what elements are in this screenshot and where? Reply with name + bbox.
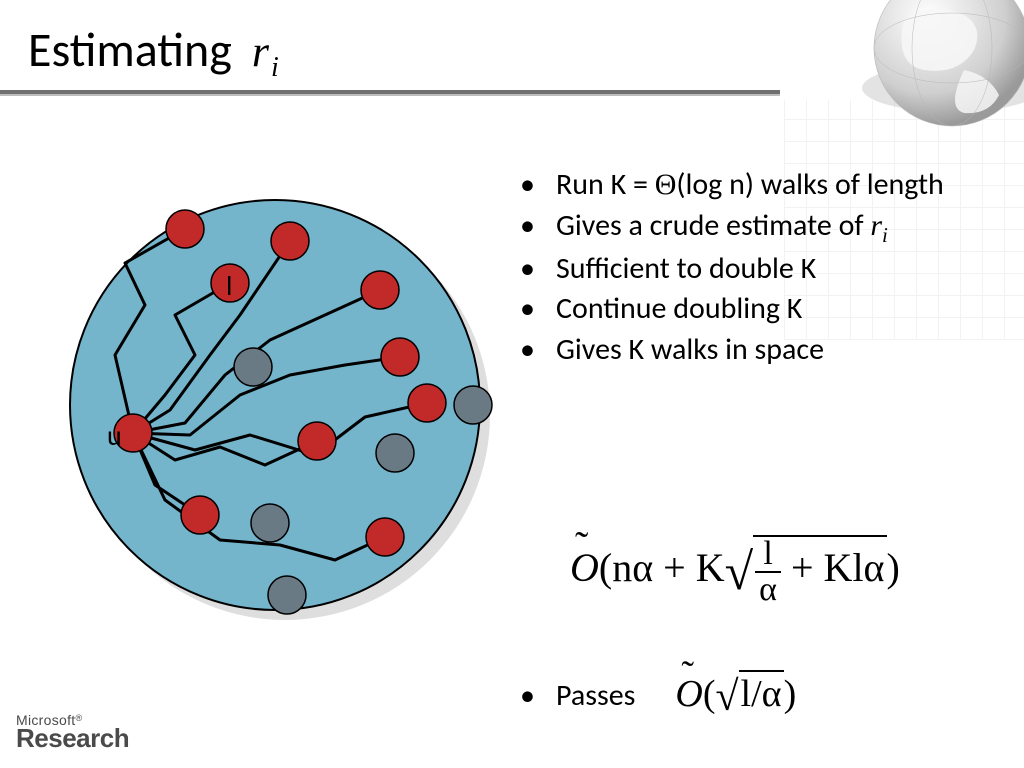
svg-text:u: u: [107, 418, 122, 453]
bullet-1-pre: Run K =: [556, 166, 655, 203]
bullet-2: • Gives a crude estimate of ri: [520, 206, 1010, 249]
space-complexity-formula: O(nα + K√lα + Klα): [570, 535, 900, 607]
bullet-1-post: (log n) walks of length: [676, 166, 943, 203]
bullet-4: • Continue doubling K: [520, 289, 1010, 330]
bullet-list: • Run K = Θ(log n) walks of length • Giv…: [520, 165, 1010, 370]
theta-symbol: Θ: [655, 168, 677, 201]
title-underline: [0, 90, 780, 94]
microsoft-research-logo: Microsoft® Research: [16, 714, 129, 750]
random-walk-diagram: ul: [55, 185, 495, 625]
inline-variable-ri: ri: [870, 209, 888, 242]
passes-label: Passes: [556, 677, 635, 714]
bullet-3: • Sufficient to double K: [520, 249, 1010, 290]
bullet-4-text: Continue doubling K: [556, 289, 802, 330]
bullet-3-text: Sufficient to double K: [556, 249, 816, 290]
bullet-5-text: Gives K walks in space: [556, 330, 824, 371]
bullet-2-text: Gives a crude estimate of: [556, 207, 870, 244]
globe-ornament: [844, 0, 1024, 160]
passes-formula: O(√l/α): [675, 670, 796, 721]
bullet-5: • Gives K walks in space: [520, 330, 1010, 371]
slide-title: Estimating ri: [28, 20, 279, 79]
passes-line: • Passes O(√l/α): [520, 670, 1010, 721]
bullet-1: • Run K = Θ(log n) walks of length: [520, 165, 1010, 206]
svg-text:l: l: [226, 268, 232, 303]
title-variable: ri: [252, 26, 279, 77]
title-text: Estimating: [28, 20, 232, 79]
